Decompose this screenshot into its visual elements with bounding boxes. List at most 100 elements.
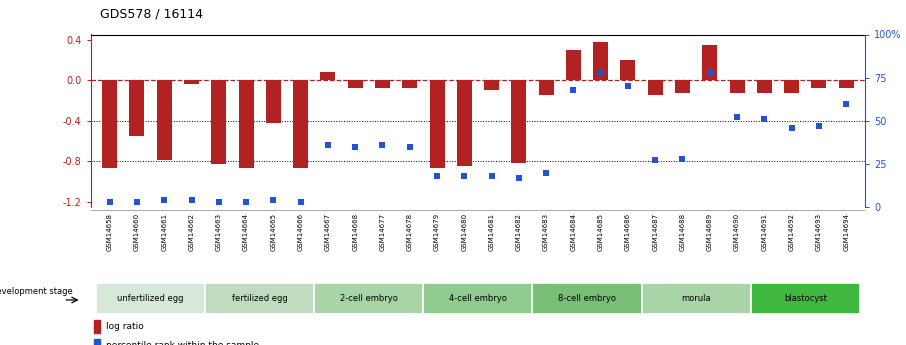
Bar xyxy=(265,80,281,123)
Text: GSM14660: GSM14660 xyxy=(134,213,140,251)
Point xyxy=(348,144,362,149)
Bar xyxy=(375,80,390,88)
Bar xyxy=(157,80,172,160)
Text: morula: morula xyxy=(681,294,711,303)
Bar xyxy=(314,283,423,314)
Bar xyxy=(205,283,314,314)
Point xyxy=(402,144,417,149)
Text: log ratio: log ratio xyxy=(106,322,143,331)
Bar xyxy=(641,283,751,314)
Point xyxy=(512,175,526,180)
Text: GSM14682: GSM14682 xyxy=(516,213,522,250)
Text: GDS578 / 16114: GDS578 / 16114 xyxy=(100,8,203,21)
Text: GSM14691: GSM14691 xyxy=(761,213,767,251)
Point xyxy=(812,123,826,129)
Text: GSM14694: GSM14694 xyxy=(843,213,849,250)
Bar xyxy=(751,283,860,314)
Bar xyxy=(484,80,499,90)
Point xyxy=(648,158,662,163)
Text: GSM14678: GSM14678 xyxy=(407,213,413,251)
Text: GSM14680: GSM14680 xyxy=(461,213,467,251)
Text: GSM14664: GSM14664 xyxy=(243,213,249,250)
Text: GSM14687: GSM14687 xyxy=(652,213,658,251)
Text: development stage: development stage xyxy=(0,287,72,296)
Point xyxy=(157,197,171,203)
Point xyxy=(621,83,635,89)
Bar xyxy=(566,50,581,80)
Point xyxy=(375,142,390,148)
Text: GSM14665: GSM14665 xyxy=(270,213,276,250)
Text: GSM14692: GSM14692 xyxy=(788,213,795,250)
Bar xyxy=(96,283,205,314)
Bar xyxy=(538,80,554,95)
Bar xyxy=(102,80,117,168)
Text: GSM14693: GSM14693 xyxy=(816,213,822,251)
Point xyxy=(266,197,281,203)
Text: unfertilized egg: unfertilized egg xyxy=(118,294,184,303)
Point xyxy=(211,199,226,205)
Point xyxy=(675,156,689,161)
Bar xyxy=(184,80,199,84)
Bar xyxy=(94,339,101,345)
Text: 8-cell embryo: 8-cell embryo xyxy=(558,294,616,303)
Point xyxy=(239,199,254,205)
Point xyxy=(485,173,499,179)
Point xyxy=(321,142,335,148)
Bar xyxy=(757,80,772,93)
Text: GSM14686: GSM14686 xyxy=(625,213,631,251)
Bar xyxy=(621,60,635,80)
Bar xyxy=(402,80,418,88)
Bar xyxy=(211,80,226,164)
Text: percentile rank within the sample: percentile rank within the sample xyxy=(106,341,259,345)
Bar xyxy=(94,320,101,333)
Text: 4-cell embryo: 4-cell embryo xyxy=(449,294,506,303)
Text: GSM14663: GSM14663 xyxy=(216,213,222,251)
Bar xyxy=(429,80,445,168)
Text: GSM14658: GSM14658 xyxy=(107,213,112,250)
Text: GSM14685: GSM14685 xyxy=(598,213,603,250)
Bar xyxy=(702,45,718,80)
Bar xyxy=(593,42,608,80)
Bar xyxy=(457,80,472,166)
Bar xyxy=(511,80,526,164)
Text: GSM14666: GSM14666 xyxy=(298,213,304,251)
Bar xyxy=(784,80,799,93)
Text: 2-cell embryo: 2-cell embryo xyxy=(340,294,398,303)
Bar xyxy=(729,80,745,93)
Point xyxy=(130,199,144,205)
Text: GSM14688: GSM14688 xyxy=(680,213,686,251)
Bar xyxy=(839,80,853,88)
Text: GSM14662: GSM14662 xyxy=(188,213,195,250)
Bar xyxy=(533,283,641,314)
Text: GSM14667: GSM14667 xyxy=(325,213,331,251)
Text: GSM14684: GSM14684 xyxy=(571,213,576,250)
Text: GSM14679: GSM14679 xyxy=(434,213,440,251)
Point xyxy=(757,116,772,122)
Bar xyxy=(130,80,144,136)
Point xyxy=(730,115,745,120)
Point xyxy=(539,170,554,175)
Text: GSM14681: GSM14681 xyxy=(488,213,495,251)
Point xyxy=(429,173,444,179)
Bar xyxy=(675,80,690,93)
Text: GSM14677: GSM14677 xyxy=(380,213,385,251)
Text: GSM14690: GSM14690 xyxy=(734,213,740,251)
Text: GSM14689: GSM14689 xyxy=(707,213,713,251)
Text: fertilized egg: fertilized egg xyxy=(232,294,287,303)
Bar xyxy=(294,80,308,168)
Point xyxy=(102,199,117,205)
Text: GSM14668: GSM14668 xyxy=(352,213,358,251)
Bar xyxy=(812,80,826,88)
Point xyxy=(702,70,717,75)
Point xyxy=(785,125,799,130)
Text: blastocyst: blastocyst xyxy=(784,294,826,303)
Text: GSM14661: GSM14661 xyxy=(161,213,168,251)
Bar xyxy=(423,283,533,314)
Point xyxy=(294,199,308,205)
Point xyxy=(457,173,471,179)
Point xyxy=(566,87,581,92)
Bar xyxy=(321,72,335,80)
Point xyxy=(184,197,198,203)
Bar xyxy=(648,80,662,95)
Bar xyxy=(348,80,362,88)
